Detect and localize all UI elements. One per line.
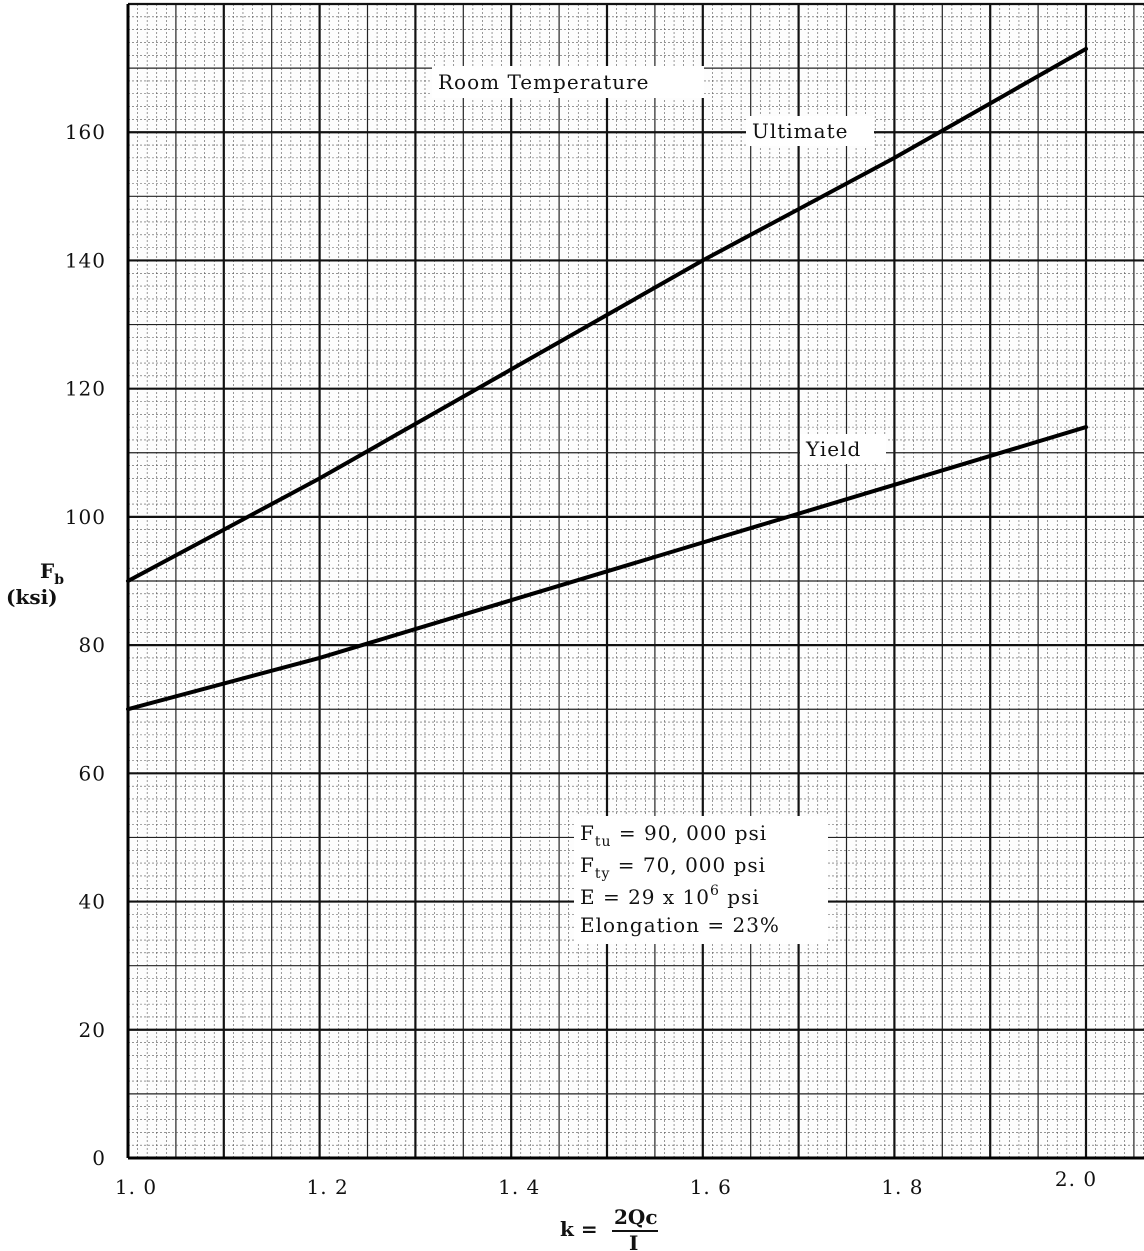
x-tick-label: 2. 0 [1055,1167,1097,1191]
y-tick-label: 100 [65,505,106,529]
x-tick-label: 1. 6 [690,1175,732,1199]
y-tick-label: 40 [79,890,106,914]
series-line-yield [126,425,1088,712]
series-label-ultimate: Ultimate [752,119,848,143]
x-tick-label: 1. 0 [115,1175,157,1199]
series-label-yield: Yield [805,437,861,461]
property-elongation: Elongation = 23% [580,913,780,937]
properties-box [574,816,828,944]
x-axis-label-prefix: k = [560,1217,598,1241]
title-box [432,66,704,98]
series-line-ultimate [126,46,1088,583]
series-lines [126,46,1088,712]
series-label-box-yield [800,434,886,464]
chart-title: Room Temperature [438,70,650,94]
x-axis-label-numerator: 2Qc [614,1205,658,1229]
tick-labels: 0 20 40 60 80 100 120 140 160 1. 0 1. 2 1. 4 1. 6 1. … [65,120,1097,1199]
y-tick-label: 60 [79,761,106,785]
x-tick-label: 1. 8 [881,1175,923,1199]
property-fty: Fty = 70, 000 psi [580,853,766,882]
x-tick-label: 1. 2 [307,1175,349,1199]
property-e: E = 29 x 106 psi [580,883,760,909]
y-tick-label: 80 [79,633,106,657]
y-tick-label: 140 [65,248,106,272]
y-tick-label: 160 [65,120,106,144]
series-label-box-ultimate [746,116,874,146]
y-tick-label: 0 [92,1146,106,1170]
y-axis-unit: (ksi) [6,585,58,609]
grid [126,2,1144,1160]
property-ftu: Ftu = 90, 000 psi [580,821,767,850]
x-tick-label: 1. 4 [498,1175,540,1199]
y-axis-label: Fb [40,559,64,588]
y-tick-label: 20 [79,1018,106,1042]
x-axis-label-denominator: I [629,1231,638,1251]
y-tick-label: 120 [65,377,106,401]
